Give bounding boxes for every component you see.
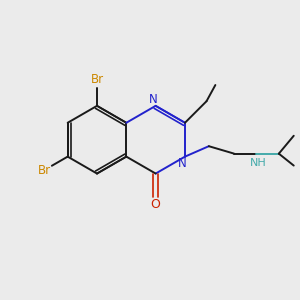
Text: N: N xyxy=(149,93,158,106)
Text: O: O xyxy=(151,198,160,211)
Text: Br: Br xyxy=(38,164,51,177)
Text: NH: NH xyxy=(250,158,266,168)
Text: Br: Br xyxy=(90,73,104,86)
Text: N: N xyxy=(178,157,187,169)
